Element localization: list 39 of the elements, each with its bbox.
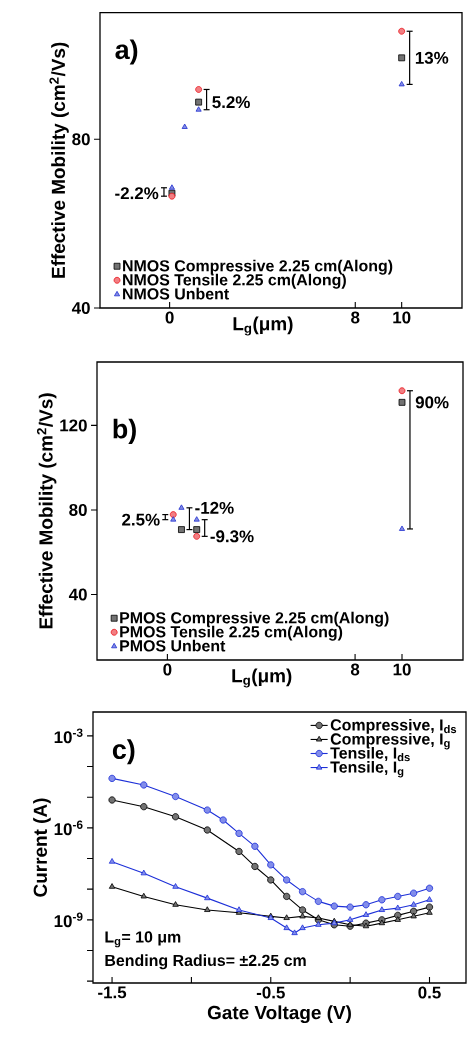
- annotation: Bending Radius= ±2.25 cm: [105, 954, 306, 970]
- legend-label: Tensile, I$_{g}$: [330, 761, 404, 778]
- x-tick-label: -1.5: [98, 986, 127, 999]
- annotation: L$_{g}$= 10 μm: [105, 931, 181, 948]
- y-tick-label: 80: [72, 133, 90, 146]
- annotation: 13%: [415, 51, 449, 64]
- x-tick-label: 0: [163, 663, 172, 676]
- y-tick-label: 40: [68, 588, 87, 601]
- text: b): [113, 418, 136, 444]
- x-axis-title: L$_{g}$(μm): [232, 668, 292, 688]
- y-axis-title: Effective Mobility (cm$^{2}$/Vs): [49, 42, 69, 278]
- y-tick-label: 10$^{-6}$: [54, 820, 83, 836]
- y-tick-label: 10$^{-3}$: [54, 728, 83, 744]
- legend-label: NMOS Unbent: [123, 287, 229, 300]
- y-tick-label: 80: [69, 503, 87, 516]
- legend-label: PMOS Unbent: [120, 639, 226, 652]
- x-tick-label: 8: [350, 663, 360, 676]
- x-axis-title: L$_{g}$(μm): [233, 316, 293, 336]
- text: a): [115, 39, 138, 65]
- legend-label: Compressive, I$_{ds}$: [330, 718, 457, 734]
- annotation: 5.2%: [212, 96, 250, 109]
- y-axis-title: Current (A): [33, 798, 51, 897]
- y-tick-label: 120: [60, 419, 87, 432]
- y-tick-label: 10$^{-9}$: [54, 912, 83, 928]
- annotation: 2.5%: [122, 513, 160, 526]
- annotation: -12%: [195, 501, 234, 514]
- x-tick-label: 8: [351, 311, 360, 324]
- x-tick-label: -0.5: [256, 986, 285, 999]
- annotation: -2.2%: [115, 187, 159, 200]
- annotation: -9.3%: [210, 530, 254, 543]
- x-tick-label: 0: [165, 311, 174, 324]
- text: c): [112, 739, 135, 765]
- x-axis-title: Gate Voltage (V): [207, 1005, 351, 1024]
- x-tick-label: 10: [393, 663, 411, 676]
- y-axis-title: Effective Mobility (cm$^{2}$/Vs): [36, 393, 57, 629]
- annotation: 90%: [415, 396, 449, 409]
- y-tick-label: 40: [71, 301, 90, 314]
- x-tick-label: 10: [393, 311, 411, 324]
- x-tick-label: 0.5: [418, 986, 441, 999]
